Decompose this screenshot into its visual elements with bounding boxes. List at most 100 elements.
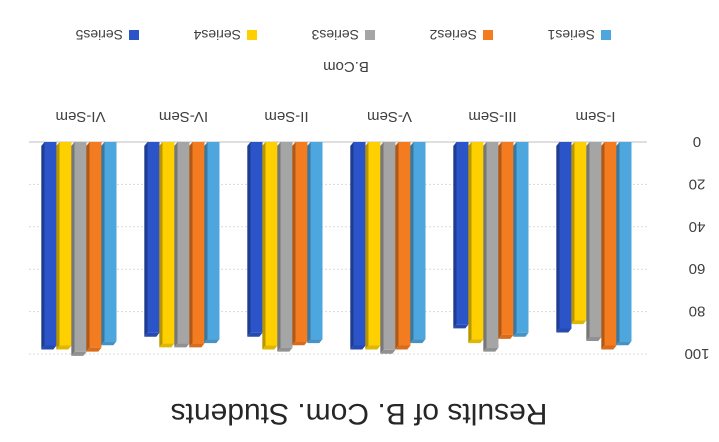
bar (207, 142, 220, 340)
x-axis-categories: I-Sem III-Sem V-Sem II-Sem IV-Sem VI-Sem (55, 108, 615, 125)
y-tick-label: 60 (689, 260, 706, 277)
bar-side (71, 142, 75, 356)
bar (147, 142, 160, 333)
bar (177, 142, 190, 344)
bar (74, 142, 87, 352)
y-tick-label: 100 (684, 345, 709, 362)
bar-top (144, 332, 160, 337)
bar-side (556, 142, 560, 333)
bar (501, 142, 514, 335)
bar-top (86, 347, 102, 352)
bar-top (174, 343, 190, 348)
bar-side (189, 142, 193, 348)
bar-side (174, 142, 178, 348)
bar-top (513, 332, 529, 337)
bar-top (453, 324, 469, 329)
x-category-label: I-Sem (575, 108, 615, 125)
x-category-label: V-Sem (367, 108, 412, 125)
legend-label: Series2 (429, 27, 477, 43)
chart-title: Results of B. Com. Students (171, 397, 548, 430)
bar-side (101, 142, 105, 346)
legend-swatch (365, 30, 375, 40)
bar (44, 142, 57, 346)
bar-side (86, 142, 90, 352)
bar-top (468, 339, 484, 344)
legend-label: Series3 (311, 27, 359, 43)
bar (456, 142, 469, 325)
bar-top (380, 349, 396, 354)
bar-side (292, 142, 296, 346)
bar-top (571, 320, 587, 325)
x-category-label: III-Sem (468, 108, 516, 125)
bar-top (395, 345, 411, 350)
bar-top (189, 343, 205, 348)
bar-top (292, 341, 308, 346)
y-tick-label: 40 (689, 218, 706, 235)
bar (574, 142, 587, 321)
bar-top (262, 345, 278, 350)
bar-top (365, 345, 381, 350)
bar-top (41, 345, 57, 350)
bar-side (513, 142, 517, 337)
bar-top (159, 343, 175, 348)
bar-top (247, 332, 263, 337)
bar-side (56, 142, 60, 350)
bars (41, 142, 632, 356)
bar-side (571, 142, 575, 325)
bar-top (101, 341, 117, 346)
bar-side (586, 142, 590, 342)
legend-label: Series1 (547, 27, 595, 43)
bar (383, 142, 396, 350)
bar-side (365, 142, 369, 350)
legend-label: Series4 (193, 27, 241, 43)
bar-side (601, 142, 605, 350)
bar-top (410, 339, 426, 344)
bar-top (277, 347, 293, 352)
bar-side (616, 142, 620, 346)
bar (59, 142, 72, 346)
bar-top (350, 345, 366, 350)
bar (192, 142, 205, 344)
y-tick-label: 20 (689, 175, 706, 192)
y-tick-label: 80 (689, 303, 706, 320)
bar-side (159, 142, 163, 348)
bar-top (56, 345, 72, 350)
bar-side (350, 142, 354, 350)
bar (368, 142, 381, 346)
legend-swatch (129, 30, 139, 40)
bar (295, 142, 308, 342)
bar (104, 142, 117, 342)
bar-side (395, 142, 399, 350)
bar (486, 142, 499, 348)
x-category-label: VI-Sem (55, 108, 105, 125)
bar-top (601, 345, 617, 350)
bar (353, 142, 366, 346)
bar-side (380, 142, 384, 354)
bar-side (41, 142, 45, 350)
x-category-label: IV-Sem (159, 108, 208, 125)
bar (516, 142, 529, 333)
bar-side (144, 142, 148, 337)
bar-side (483, 142, 487, 352)
bar-top (483, 347, 499, 352)
bar (89, 142, 102, 348)
bar-top (307, 339, 323, 344)
legend-swatch (247, 30, 257, 40)
legend-swatch (601, 30, 611, 40)
bar-side (307, 142, 311, 344)
x-axis-label: B.Com (323, 58, 369, 75)
bar (398, 142, 411, 346)
legend-label: Series5 (75, 27, 123, 43)
legend-swatch (483, 30, 493, 40)
y-axis-ticks: 0 20 40 60 80 100 (684, 133, 709, 362)
bar (604, 142, 617, 346)
bar-top (616, 341, 632, 346)
bar (589, 142, 602, 338)
bar (280, 142, 293, 348)
bar-side (204, 142, 208, 344)
legend: Series1 Series2 Series3 Series4 Series5 (75, 27, 611, 43)
bar-side (262, 142, 266, 350)
bar (619, 142, 632, 342)
